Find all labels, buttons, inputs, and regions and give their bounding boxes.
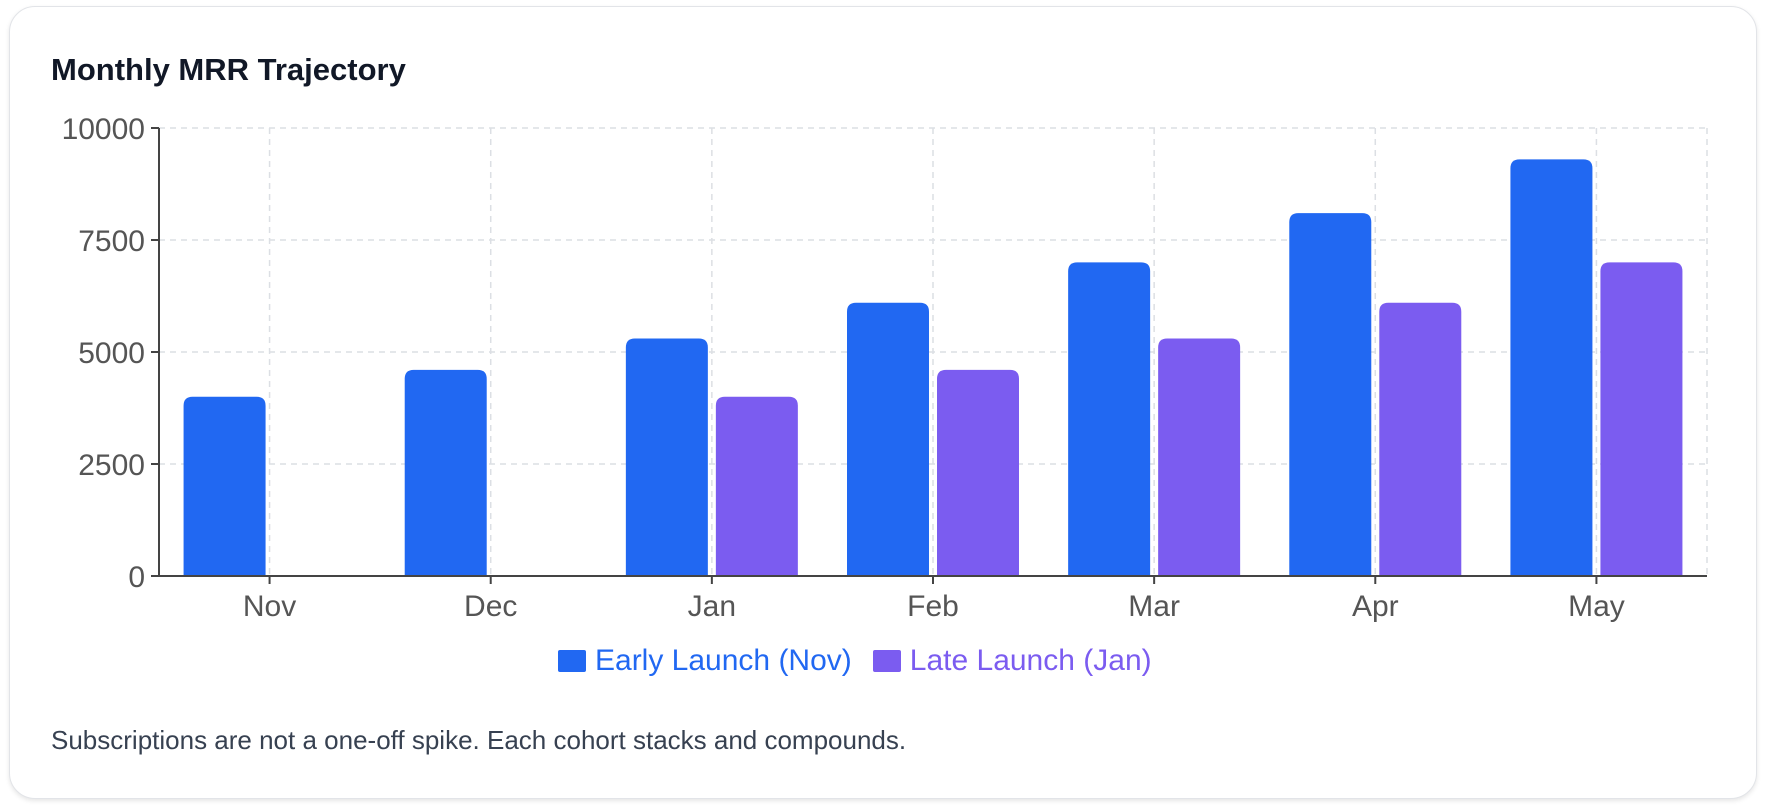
x-tick-label-mar: Mar — [1128, 590, 1180, 623]
bar-early-launch-feb — [847, 302, 929, 576]
y-tick-label: 10000 — [62, 113, 145, 146]
legend-label-early-launch: Early Launch (Nov) — [595, 644, 852, 677]
x-tick-label-feb: Feb — [907, 590, 959, 623]
y-tick-label: 7500 — [78, 225, 145, 258]
x-tick-label-may: May — [1568, 590, 1625, 623]
legend-item-late-launch[interactable]: Late Launch (Jan) — [872, 644, 1152, 678]
legend-swatch-late-launch — [872, 650, 901, 672]
legend-label-late-launch: Late Launch (Jan) — [909, 644, 1152, 677]
bar-late-launch-feb — [937, 369, 1019, 576]
y-tick-label: 0 — [128, 561, 145, 594]
legend-swatch-early-launch — [558, 650, 586, 672]
chart-footnote: Subscriptions are not a one-off spike. E… — [51, 725, 907, 755]
bar-early-launch-dec — [404, 369, 487, 576]
bar-chart: 0 2500 5000 7500 10000 Nov Dec Jan Feb Mar Apr May — [62, 113, 1708, 623]
x-tick-label-dec: Dec — [464, 590, 517, 623]
chart-legend: Early Launch (Nov) Late Launch (Jan) — [558, 644, 1173, 678]
bar-early-launch-mar — [1068, 262, 1151, 576]
chart-title: Monthly MRR Trajectory — [51, 52, 406, 87]
bar-early-launch-apr — [1289, 213, 1372, 576]
bar-late-launch-apr — [1379, 302, 1462, 576]
x-tick-label-nov: Nov — [243, 590, 296, 623]
x-tick-label-apr: Apr — [1352, 590, 1399, 623]
y-tick-label: 5000 — [78, 337, 145, 370]
bar-early-launch-jan — [625, 338, 708, 576]
bar-early-launch-may — [1510, 159, 1593, 577]
bar-late-launch-may — [1600, 262, 1683, 576]
x-tick-label-jan: Jan — [688, 590, 736, 623]
legend-item-early-launch[interactable]: Early Launch (Nov) — [558, 644, 852, 678]
bar-late-launch-jan — [715, 396, 798, 576]
bar-late-launch-mar — [1158, 338, 1241, 576]
bar-early-launch-nov — [183, 396, 266, 576]
y-tick-label: 2500 — [78, 449, 145, 482]
